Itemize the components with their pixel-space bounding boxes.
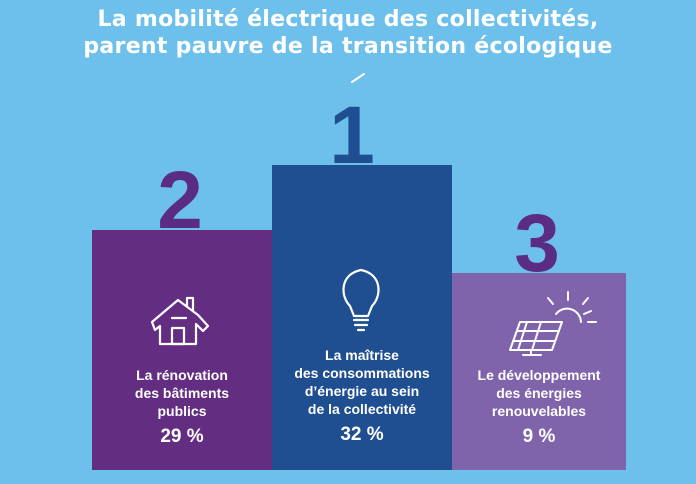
lightbulb-icon bbox=[342, 268, 380, 332]
block-renouvelables-label: Le développement des énergies renouvelab… bbox=[477, 367, 601, 419]
block-maitrise-text: La maîtrise des consommations d’énergie … bbox=[272, 346, 452, 444]
title-line-1: La mobilité électrique des collectivités… bbox=[97, 7, 599, 32]
block-renouvelables-value: 9 % bbox=[522, 426, 556, 447]
chart-title: La mobilité électrique des collectivités… bbox=[0, 6, 696, 60]
podium-bar-maitrise bbox=[272, 165, 452, 470]
block-renovation-text: La rénovation des bâtiments publics 29 % bbox=[92, 366, 272, 446]
block-renovation-label: La rénovation des bâtiments publics bbox=[134, 367, 230, 419]
block-maitrise-value: 32 % bbox=[340, 424, 384, 445]
house-icon bbox=[150, 296, 210, 346]
rank-number-3: 3 bbox=[514, 198, 560, 289]
rank-number-2: 2 bbox=[157, 155, 203, 246]
podium-bar-renovation bbox=[92, 230, 272, 470]
title-line-2: parent pauvre de la transition écologiqu… bbox=[83, 34, 613, 59]
accent-stroke bbox=[351, 73, 365, 83]
podium-bar-renouvelables bbox=[452, 273, 626, 470]
block-maitrise-label: La maîtrise des consommations d’énergie … bbox=[294, 347, 430, 417]
block-renouvelables-text: Le développement des énergies renouvelab… bbox=[452, 366, 626, 446]
rank-number-1: 1 bbox=[329, 90, 375, 181]
solar-panel-icon bbox=[509, 291, 597, 356]
block-renovation-value: 29 % bbox=[160, 426, 204, 447]
